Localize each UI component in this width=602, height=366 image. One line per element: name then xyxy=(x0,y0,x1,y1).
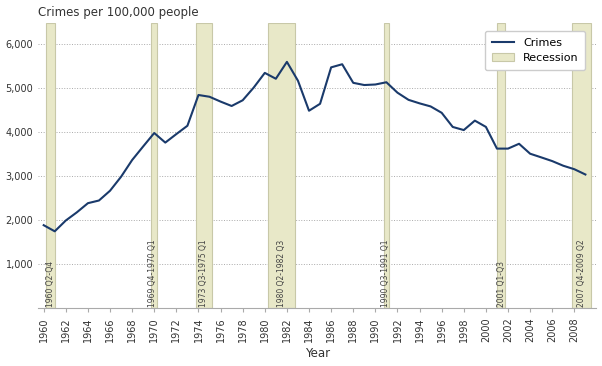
Bar xyxy=(383,22,389,308)
Text: Crimes per 100,000 people: Crimes per 100,000 people xyxy=(38,5,199,19)
Bar xyxy=(267,22,295,308)
Bar xyxy=(497,22,505,308)
Bar xyxy=(571,22,591,308)
Text: 2007 Q4-2009 Q2: 2007 Q4-2009 Q2 xyxy=(577,239,586,307)
Bar xyxy=(46,22,55,308)
X-axis label: Year: Year xyxy=(305,347,330,361)
Text: 1973 Q3-1975 Q1: 1973 Q3-1975 Q1 xyxy=(199,239,208,307)
Text: 2001 Q1-Q3: 2001 Q1-Q3 xyxy=(497,261,506,307)
Text: 1980 Q2-1982 Q3: 1980 Q2-1982 Q3 xyxy=(277,239,286,307)
Legend: Crimes, Recession: Crimes, Recession xyxy=(485,31,585,70)
Text: 1990 Q3-1991 Q1: 1990 Q3-1991 Q1 xyxy=(380,239,389,307)
Bar xyxy=(196,22,213,308)
Text: 1960 Q2-Q4: 1960 Q2-Q4 xyxy=(46,261,55,307)
Text: 1969 Q4-1970 Q1: 1969 Q4-1970 Q1 xyxy=(148,239,157,307)
Bar xyxy=(152,22,157,308)
